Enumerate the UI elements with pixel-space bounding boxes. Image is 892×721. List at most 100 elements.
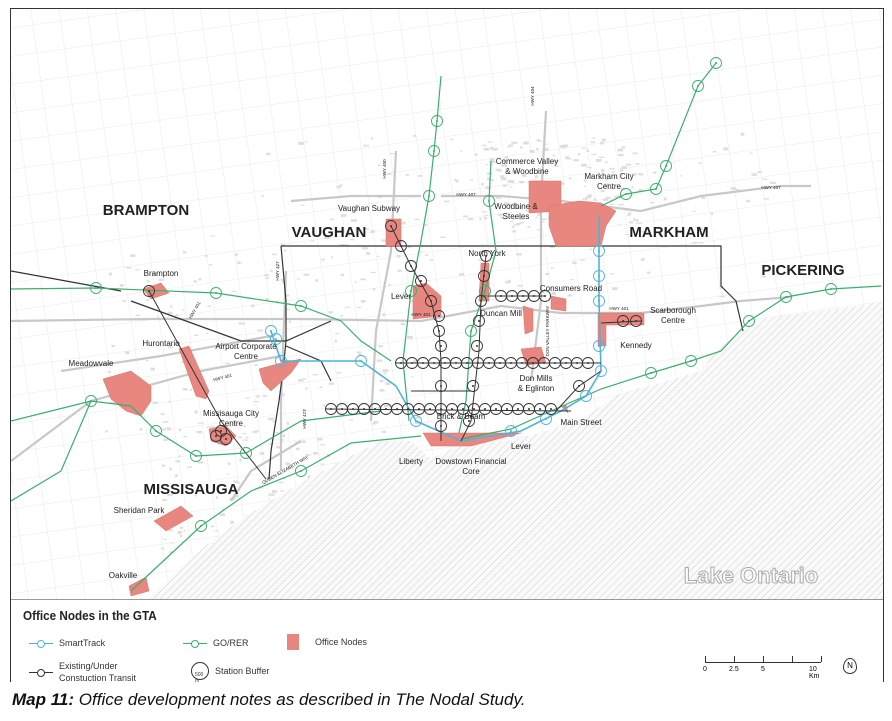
urban-block xyxy=(605,161,607,163)
transit-swatch xyxy=(29,672,53,673)
urban-block xyxy=(225,363,230,364)
legend-station-buffer: 500 m Station Buffer xyxy=(191,662,269,680)
node-label: Consumers Road xyxy=(540,284,602,293)
urban-block xyxy=(321,259,325,261)
urban-block xyxy=(633,152,638,154)
urban-block xyxy=(482,145,486,147)
urban-block xyxy=(341,274,344,277)
urban-block xyxy=(163,421,169,423)
urban-block xyxy=(312,374,318,375)
urban-block xyxy=(638,173,641,174)
transit-station-buffer-dot xyxy=(225,438,227,440)
urban-block xyxy=(770,182,776,184)
transit-station-buffer-dot xyxy=(483,275,485,277)
urban-block xyxy=(253,401,259,402)
urban-block xyxy=(523,142,529,145)
urban-block xyxy=(384,405,389,408)
urban-block xyxy=(573,159,579,161)
urban-block xyxy=(265,298,268,300)
transit-station-buffer-dot xyxy=(407,408,409,410)
urban-block xyxy=(245,437,248,438)
figure-caption: Map 11: Office development notes as desc… xyxy=(12,690,525,710)
urban-block xyxy=(586,150,589,152)
legend-label: Office Nodes xyxy=(315,637,367,647)
urban-block xyxy=(762,178,767,179)
legend-label: Existing/Under Constuction Transit xyxy=(59,660,139,684)
urban-block xyxy=(195,410,198,413)
urban-block xyxy=(175,314,178,316)
urban-block xyxy=(123,300,127,302)
urban-block xyxy=(351,219,357,222)
urban-block xyxy=(373,288,376,290)
go-station-buffer-dot xyxy=(655,188,657,190)
transit-station-buffer-dot xyxy=(517,408,519,410)
urban-block xyxy=(520,146,522,148)
urban-block xyxy=(629,212,632,213)
go-station-buffer-dot xyxy=(300,470,302,472)
go-station-buffer-dot xyxy=(300,305,302,307)
urban-block xyxy=(536,148,538,151)
urban-block xyxy=(484,148,489,151)
urban-block xyxy=(220,513,225,516)
buffer-radius: 500 m xyxy=(195,672,208,684)
urban-block xyxy=(275,432,278,433)
go-station-buffer-dot xyxy=(690,360,692,362)
urban-block xyxy=(731,187,736,190)
urban-block xyxy=(517,285,523,287)
urban-block xyxy=(481,183,483,186)
urban-block xyxy=(530,150,535,153)
urban-block xyxy=(269,494,275,496)
transit-station-buffer-dot xyxy=(451,408,453,410)
urban-block xyxy=(516,253,522,255)
urban-block xyxy=(211,526,214,528)
transit-station-buffer-dot xyxy=(478,320,480,322)
urban-block xyxy=(301,205,305,206)
urban-block xyxy=(298,379,303,381)
urban-block xyxy=(475,154,478,156)
urban-block xyxy=(163,539,167,540)
urban-block xyxy=(757,171,761,173)
highway-label: HWY 407 xyxy=(456,192,476,197)
urban-block xyxy=(337,372,341,374)
urban-block xyxy=(187,466,192,467)
transit-station-buffer-dot xyxy=(215,435,217,437)
transit-station-buffer-dot xyxy=(528,408,530,410)
legend-go-rer: GO/RER xyxy=(183,638,249,648)
urban-block xyxy=(586,167,591,168)
urban-block xyxy=(537,213,540,216)
urban-block xyxy=(570,279,573,280)
urban-block xyxy=(340,184,343,186)
urban-block xyxy=(563,146,565,148)
urban-block xyxy=(621,166,626,169)
urban-block xyxy=(357,307,361,308)
urban-block xyxy=(541,219,546,221)
urban-block xyxy=(235,253,238,256)
urban-block xyxy=(413,135,416,137)
smarttrack-station-buffer-dot xyxy=(270,330,272,332)
urban-block xyxy=(169,401,171,403)
transit-station-buffer-dot xyxy=(438,315,440,317)
node-label: North York xyxy=(468,249,506,258)
urban-block xyxy=(628,194,634,195)
smarttrack-station-buffer-dot xyxy=(280,360,282,362)
urban-block xyxy=(406,174,409,176)
urban-block xyxy=(130,254,135,257)
urban-block xyxy=(711,212,713,215)
node-label: Hurontario xyxy=(142,339,180,348)
urban-block xyxy=(641,258,645,261)
urban-block xyxy=(329,382,334,384)
node-label: Main Street xyxy=(561,418,603,427)
urban-block xyxy=(617,149,623,152)
urban-block xyxy=(263,395,268,397)
transit-station-buffer-dot xyxy=(521,362,523,364)
urban-block xyxy=(317,438,322,441)
legend-office-nodes: Office Nodes xyxy=(287,634,367,650)
urban-block xyxy=(183,436,187,437)
north-arrow-icon: N xyxy=(843,658,857,674)
transit-station-buffer-dot xyxy=(440,385,442,387)
urban-block xyxy=(281,244,285,246)
transit-station-buffer-dot xyxy=(539,408,541,410)
urban-block xyxy=(418,175,423,177)
go-station-buffer-dot xyxy=(215,292,217,294)
urban-block xyxy=(183,388,188,390)
